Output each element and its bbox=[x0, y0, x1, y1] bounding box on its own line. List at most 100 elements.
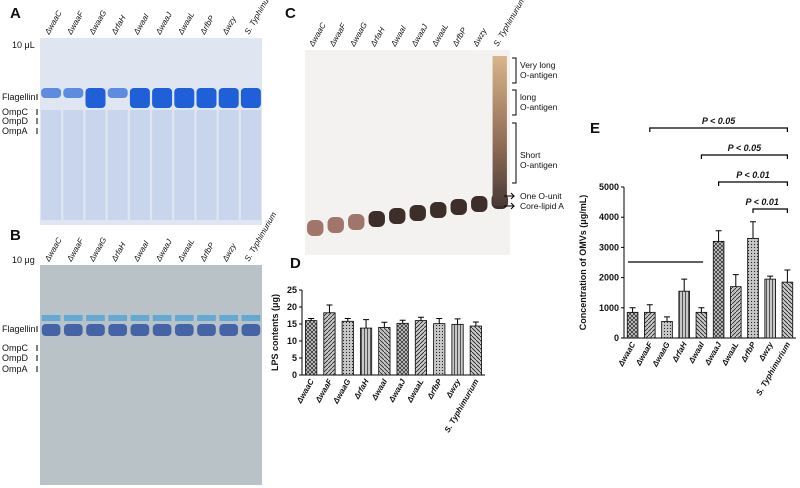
error-bar bbox=[344, 318, 351, 322]
annotation-text: One O-unit bbox=[520, 191, 562, 201]
bar-hatch bbox=[342, 321, 354, 375]
gel-band bbox=[389, 208, 406, 224]
significance-bracket bbox=[700, 154, 788, 159]
y-tick-label: 25 bbox=[287, 285, 297, 295]
marker-label: OmpD bbox=[2, 116, 29, 126]
error-bar bbox=[381, 321, 388, 328]
lane-label: ΔrfaH bbox=[368, 26, 387, 49]
annotation-bracket bbox=[512, 122, 517, 184]
significance-label: P < 0.05 bbox=[728, 143, 762, 153]
bar-hatch bbox=[713, 241, 724, 338]
x-tick-label: ΔwaaL bbox=[405, 377, 426, 404]
error-bar bbox=[715, 230, 722, 242]
gel-band bbox=[108, 324, 128, 336]
gel-smear bbox=[240, 110, 261, 220]
gel-smear bbox=[129, 110, 150, 220]
bar-hatch bbox=[470, 326, 482, 375]
marker-label: OmpA bbox=[2, 364, 28, 374]
gel-smear bbox=[152, 110, 173, 220]
gel-smear bbox=[63, 110, 84, 220]
gel-smear bbox=[174, 110, 195, 220]
gel-band bbox=[471, 196, 488, 212]
lane-label: Δwzy bbox=[220, 241, 238, 264]
gel-band bbox=[41, 88, 62, 98]
gel-band bbox=[130, 324, 150, 336]
gel-band-top bbox=[219, 315, 239, 321]
x-tick-label: S. Typhimurium bbox=[443, 377, 481, 434]
y-tick-label: 5 bbox=[292, 353, 297, 363]
lane-label: ΔwaaC bbox=[307, 21, 328, 49]
y-tick-label: 0 bbox=[292, 370, 297, 380]
amount-note: 10 μg bbox=[12, 255, 35, 265]
lane-label: ΔwaaF bbox=[65, 9, 86, 37]
lane-label: ΔwaaI bbox=[131, 239, 151, 264]
gel-band bbox=[107, 88, 128, 98]
marker-label: Flagellin bbox=[2, 92, 36, 102]
error-bar bbox=[784, 269, 791, 283]
gel-band-top bbox=[174, 315, 194, 321]
lane-label: ΔwaaI bbox=[389, 24, 409, 49]
error-bar bbox=[664, 316, 670, 322]
gel-band bbox=[152, 324, 172, 336]
gel-band bbox=[152, 88, 173, 108]
panel-letter: D bbox=[290, 255, 301, 272]
y-tick-label: 0 bbox=[614, 333, 619, 343]
lane-label: ΔwaaJ bbox=[154, 10, 175, 37]
error-bar bbox=[698, 307, 705, 313]
y-axis-label: Concentration of OMVs (μg/mL) bbox=[578, 195, 588, 331]
annotation-text: long bbox=[520, 92, 536, 102]
bar-hatch bbox=[415, 320, 427, 375]
panel-letter: E bbox=[590, 120, 600, 137]
lane-label: ΔwaaC bbox=[43, 236, 64, 264]
y-tick-label: 2000 bbox=[599, 273, 619, 283]
y-axis-label: LPS contents (μg) bbox=[270, 294, 280, 371]
lane-label: S. Typhimurium bbox=[492, 0, 528, 48]
error-bar bbox=[750, 221, 756, 239]
lane-label: ΔrfaH bbox=[109, 241, 128, 264]
amount-note: 10 μL bbox=[12, 40, 35, 50]
gel-band-top bbox=[152, 315, 172, 321]
bar-hatch bbox=[730, 286, 742, 338]
lane-label: ΔrfaH bbox=[109, 14, 128, 37]
gel-image bbox=[40, 38, 262, 225]
y-tick-label: 20 bbox=[287, 302, 297, 312]
gel-band bbox=[174, 324, 194, 336]
panel-letter: C bbox=[285, 5, 296, 22]
gel-image bbox=[40, 265, 262, 485]
x-tick-label: ΔwaaC bbox=[616, 340, 638, 368]
x-tick-label: Δwzy bbox=[444, 377, 463, 400]
lane-label: Δwzy bbox=[471, 26, 489, 49]
y-tick-label: 5000 bbox=[599, 182, 619, 192]
gel-band bbox=[218, 88, 239, 108]
x-tick-label: ΔwaaG bbox=[331, 378, 353, 407]
marker-label: OmpC bbox=[2, 343, 29, 353]
annotation-text: Very long bbox=[520, 60, 556, 70]
x-tick-label: ΔrfbP bbox=[739, 340, 758, 364]
bar-hatch bbox=[378, 327, 391, 375]
bar-hatch bbox=[360, 328, 372, 375]
panel-letter: B bbox=[10, 227, 21, 244]
lane-label: ΔwaaF bbox=[65, 236, 86, 264]
gel-band bbox=[430, 202, 447, 218]
gel-band-top bbox=[41, 315, 61, 321]
lane-label: Δwzy bbox=[220, 14, 238, 37]
annotation-bracket bbox=[512, 57, 517, 84]
gel-smear bbox=[41, 110, 62, 220]
significance-label: P < 0.05 bbox=[702, 116, 736, 126]
marker-label: OmpD bbox=[2, 353, 29, 363]
significance-bracket bbox=[718, 181, 788, 186]
x-tick-label: ΔwaaJ bbox=[387, 377, 408, 404]
error-bar bbox=[646, 304, 653, 313]
error-bar bbox=[363, 319, 370, 329]
y-tick-label: 1000 bbox=[599, 303, 619, 313]
gel-smear bbox=[218, 110, 239, 220]
lane-label: ΔwaaL bbox=[176, 237, 197, 264]
gel-band-top bbox=[108, 315, 128, 321]
significance-label: P < 0.01 bbox=[745, 197, 778, 207]
y-tick-label: 4000 bbox=[599, 212, 619, 222]
gel-band bbox=[63, 88, 84, 98]
x-tick-label: ΔwaaL bbox=[720, 340, 741, 367]
error-bar bbox=[472, 321, 479, 327]
gel-band bbox=[197, 324, 216, 336]
